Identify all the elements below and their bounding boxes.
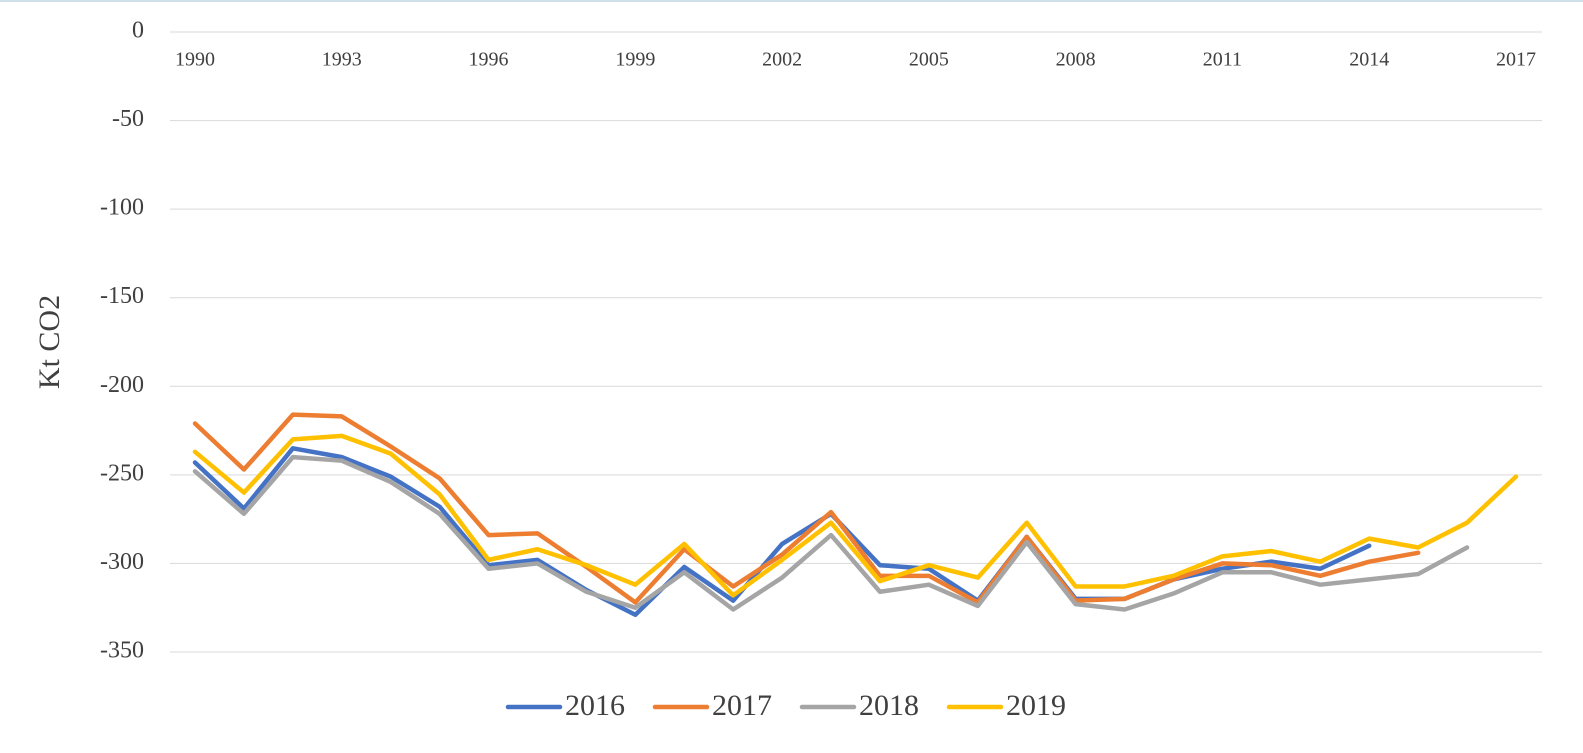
y-tick-label: -50 [112,106,144,132]
y-tick-label: -350 [100,638,144,664]
y-tick-label: -300 [100,549,144,575]
y-axis-label: Kt CO2 [33,295,66,389]
legend-label: 2018 [859,689,919,722]
legend-label: 2017 [712,689,772,722]
y-tick-label: -100 [100,195,144,221]
data-line [192,412,1421,605]
y-tick-label: 0 [132,18,144,44]
x-tick-label: 1993 [322,49,362,71]
x-tick-label: 1990 [175,49,215,71]
x-tick-label: 2005 [909,49,949,71]
y-tick-label: -150 [100,283,144,309]
data-line [192,454,1470,612]
data-line [192,433,1519,598]
legend-label: 2016 [565,689,625,722]
x-tick-label: 2017 [1496,49,1536,71]
legend-label: 2019 [1006,689,1066,722]
y-tick-label: -250 [100,460,144,486]
x-tick-label: 1999 [615,49,655,71]
y-tick-label: -200 [100,372,144,398]
x-tick-label: 2008 [1056,49,1096,71]
x-tick-label: 2002 [762,49,802,71]
x-tick-label: 2014 [1349,49,1389,71]
x-tick-label: 2011 [1203,49,1242,71]
x-tick-label: 1996 [469,49,509,71]
